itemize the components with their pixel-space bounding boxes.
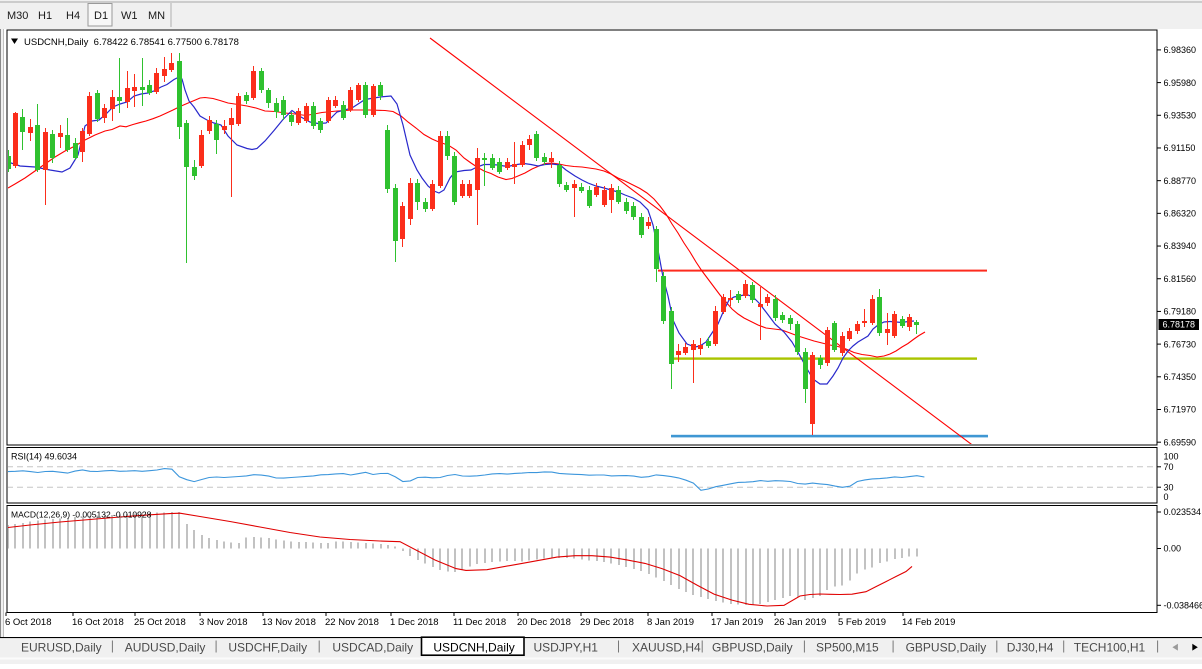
svg-text:6.71970: 6.71970: [1164, 405, 1197, 415]
svg-text:8 Jan 2019: 8 Jan 2019: [647, 617, 694, 628]
svg-text:1 Dec 2018: 1 Dec 2018: [390, 617, 439, 628]
svg-text:26 Jan 2019: 26 Jan 2019: [774, 617, 826, 628]
svg-text:100: 100: [1164, 452, 1179, 462]
svg-text:14 Feb 2019: 14 Feb 2019: [902, 617, 955, 628]
svg-text:6.79180: 6.79180: [1164, 307, 1197, 317]
svg-text:16 Oct 2018: 16 Oct 2018: [72, 617, 124, 628]
svg-text:22 Nov 2018: 22 Nov 2018: [325, 617, 379, 628]
svg-text:3 Nov 2018: 3 Nov 2018: [199, 617, 248, 628]
svg-text:0.023534: 0.023534: [1164, 507, 1202, 517]
svg-text:6.81560: 6.81560: [1164, 274, 1197, 284]
svg-text:6.69590: 6.69590: [1164, 437, 1197, 447]
svg-text:AUDUSD,Daily: AUDUSD,Daily: [125, 641, 206, 655]
svg-text:USDCNH,Daily: USDCNH,Daily: [433, 641, 514, 655]
svg-text:17 Jan 2019: 17 Jan 2019: [711, 617, 763, 628]
svg-text:6.78178: 6.78178: [1163, 320, 1196, 330]
svg-text:70: 70: [1164, 462, 1174, 472]
svg-text:0: 0: [1164, 492, 1169, 502]
svg-text:6.93530: 6.93530: [1164, 110, 1197, 120]
svg-text:6.91150: 6.91150: [1164, 143, 1196, 153]
svg-text:SP500,M15: SP500,M15: [816, 641, 879, 655]
svg-text:USDCAD,Daily: USDCAD,Daily: [332, 641, 413, 655]
svg-text:6.95980: 6.95980: [1164, 78, 1197, 88]
svg-text:DJ30,H4: DJ30,H4: [1007, 641, 1054, 655]
svg-text:MN: MN: [148, 10, 165, 22]
svg-text:29 Dec 2018: 29 Dec 2018: [580, 617, 634, 628]
svg-text:6.74350: 6.74350: [1164, 372, 1197, 382]
svg-text:USDCHF,Daily: USDCHF,Daily: [228, 641, 307, 655]
svg-text:H1: H1: [38, 10, 52, 22]
svg-text:W1: W1: [121, 10, 138, 22]
svg-text:20 Dec 2018: 20 Dec 2018: [517, 617, 571, 628]
svg-text:6.76730: 6.76730: [1164, 339, 1197, 349]
svg-text:EURUSD,Daily: EURUSD,Daily: [21, 641, 102, 655]
svg-text:0.00: 0.00: [1164, 544, 1182, 554]
svg-text:USDCNH,Daily 6.78422 6.78541: USDCNH,Daily 6.78422 6.78541 6.77500 6.7…: [24, 37, 239, 48]
svg-text:-0.038466: -0.038466: [1164, 601, 1202, 611]
svg-text:GBPUSD,Daily: GBPUSD,Daily: [712, 641, 793, 655]
svg-text:D1: D1: [94, 10, 108, 22]
svg-text:MACD(12,26,9) -0.005132 -0.010: MACD(12,26,9) -0.005132 -0.010928: [11, 510, 152, 520]
svg-text:13 Nov 2018: 13 Nov 2018: [262, 617, 316, 628]
svg-text:M30: M30: [7, 10, 28, 22]
svg-text:25 Oct 2018: 25 Oct 2018: [134, 617, 186, 628]
svg-text:6.83940: 6.83940: [1164, 241, 1197, 251]
svg-text:USDJPY,H1: USDJPY,H1: [534, 641, 599, 655]
svg-text:XAUUSD,H4: XAUUSD,H4: [632, 641, 701, 655]
svg-text:H4: H4: [66, 10, 80, 22]
svg-text:6.88770: 6.88770: [1164, 176, 1197, 186]
svg-text:6.86320: 6.86320: [1164, 209, 1197, 219]
svg-text:5 Feb 2019: 5 Feb 2019: [838, 617, 886, 628]
svg-text:6 Oct 2018: 6 Oct 2018: [5, 617, 51, 628]
svg-text:11 Dec 2018: 11 Dec 2018: [453, 617, 506, 628]
svg-text:RSI(14) 49.6034: RSI(14) 49.6034: [11, 452, 77, 462]
svg-text:GBPUSD,Daily: GBPUSD,Daily: [906, 641, 987, 655]
svg-text:TECH100,H1: TECH100,H1: [1074, 641, 1146, 655]
svg-text:6.98360: 6.98360: [1164, 45, 1197, 55]
